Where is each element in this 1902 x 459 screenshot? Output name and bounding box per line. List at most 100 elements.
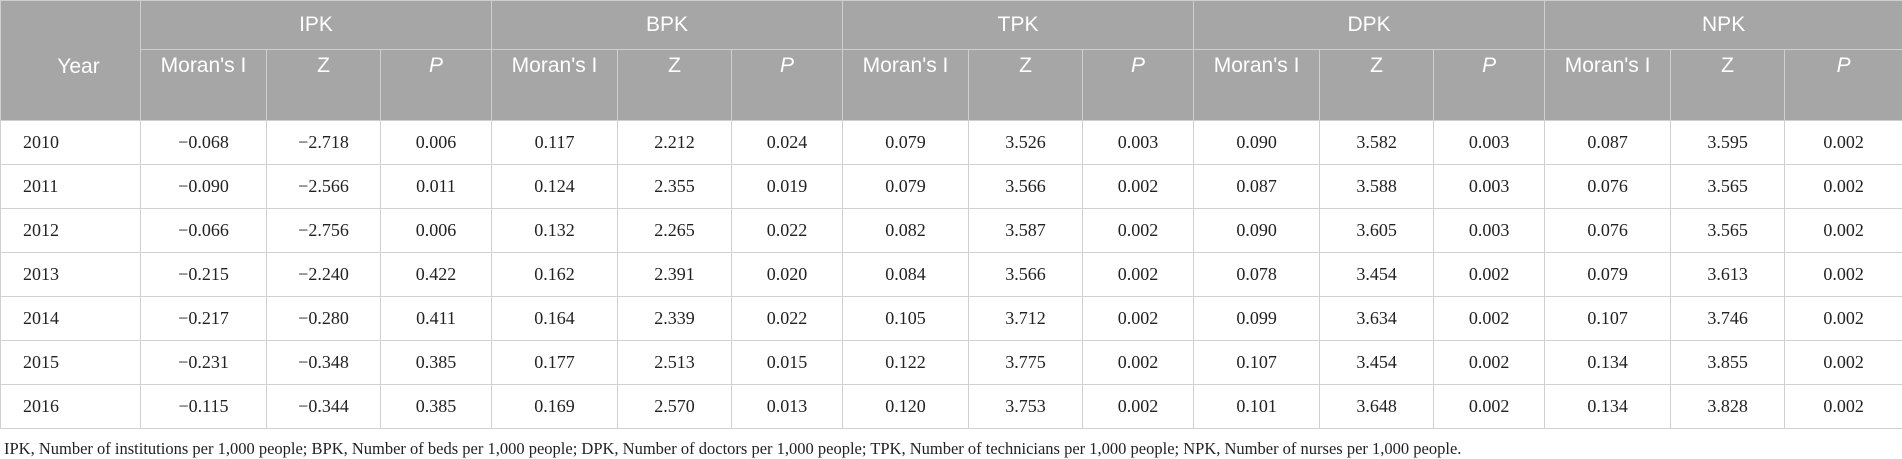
value-cell: 0.002 [1785, 209, 1902, 253]
subheader-morans-i: Moran's I [843, 50, 969, 121]
value-cell: −0.115 [141, 385, 267, 429]
subheader-morans-i: Moran's I [492, 50, 618, 121]
value-cell: 0.019 [732, 165, 843, 209]
year-cell: 2010 [1, 121, 141, 165]
value-cell: 3.454 [1320, 341, 1434, 385]
value-cell: 0.003 [1434, 165, 1545, 209]
group-header-dpk: DPK [1194, 1, 1545, 50]
value-cell: 0.084 [843, 253, 969, 297]
value-cell: 0.022 [732, 297, 843, 341]
value-cell: −0.215 [141, 253, 267, 297]
value-cell: 3.634 [1320, 297, 1434, 341]
value-cell: 0.122 [843, 341, 969, 385]
value-cell: 0.076 [1545, 165, 1671, 209]
subheader-z: Z [1320, 50, 1434, 121]
value-cell: 0.002 [1785, 121, 1902, 165]
year-cell: 2011 [1, 165, 141, 209]
value-cell: 3.746 [1671, 297, 1785, 341]
value-cell: 3.605 [1320, 209, 1434, 253]
value-cell: 0.411 [381, 297, 492, 341]
subheader-z: Z [618, 50, 732, 121]
value-cell: 3.588 [1320, 165, 1434, 209]
value-cell: −0.090 [141, 165, 267, 209]
value-cell: 0.002 [1785, 385, 1902, 429]
value-cell: 2.339 [618, 297, 732, 341]
value-cell: 0.022 [732, 209, 843, 253]
value-cell: −0.344 [267, 385, 381, 429]
value-cell: 0.079 [843, 165, 969, 209]
value-cell: 0.177 [492, 341, 618, 385]
year-cell: 2015 [1, 341, 141, 385]
value-cell: 0.006 [381, 209, 492, 253]
value-cell: −0.348 [267, 341, 381, 385]
subheader-z: Z [267, 50, 381, 121]
value-cell: 0.162 [492, 253, 618, 297]
value-cell: 3.582 [1320, 121, 1434, 165]
value-cell: −2.240 [267, 253, 381, 297]
subheader-morans-i: Moran's I [1194, 50, 1320, 121]
year-cell: 2014 [1, 297, 141, 341]
value-cell: 0.002 [1434, 253, 1545, 297]
value-cell: 0.076 [1545, 209, 1671, 253]
value-cell: 0.134 [1545, 341, 1671, 385]
value-cell: 0.024 [732, 121, 843, 165]
group-header-tpk: TPK [843, 1, 1194, 50]
value-cell: 0.002 [1083, 253, 1194, 297]
value-cell: −0.068 [141, 121, 267, 165]
value-cell: 0.385 [381, 341, 492, 385]
value-cell: 0.090 [1194, 121, 1320, 165]
value-cell: 3.565 [1671, 165, 1785, 209]
value-cell: 0.099 [1194, 297, 1320, 341]
value-cell: 0.002 [1083, 341, 1194, 385]
value-cell: −2.566 [267, 165, 381, 209]
value-cell: 0.105 [843, 297, 969, 341]
value-cell: 0.082 [843, 209, 969, 253]
subheader-p: P [732, 50, 843, 121]
value-cell: 0.003 [1083, 121, 1194, 165]
value-cell: −0.217 [141, 297, 267, 341]
value-cell: 0.006 [381, 121, 492, 165]
value-cell: 0.002 [1434, 385, 1545, 429]
table-footnote: IPK, Number of institutions per 1,000 pe… [0, 439, 1902, 459]
value-cell: 0.107 [1194, 341, 1320, 385]
group-header-bpk: BPK [492, 1, 843, 50]
value-cell: 2.570 [618, 385, 732, 429]
value-cell: 0.107 [1545, 297, 1671, 341]
value-cell: 3.855 [1671, 341, 1785, 385]
value-cell: 0.078 [1194, 253, 1320, 297]
subheader-morans-i: Moran's I [141, 50, 267, 121]
value-cell: 0.164 [492, 297, 618, 341]
value-cell: 3.566 [969, 253, 1083, 297]
value-cell: 3.565 [1671, 209, 1785, 253]
subheader-p: P [381, 50, 492, 121]
value-cell: 0.117 [492, 121, 618, 165]
value-cell: −0.066 [141, 209, 267, 253]
value-cell: 0.120 [843, 385, 969, 429]
value-cell: 0.002 [1083, 165, 1194, 209]
subheader-p: P [1434, 50, 1545, 121]
value-cell: 0.132 [492, 209, 618, 253]
value-cell: 2.212 [618, 121, 732, 165]
year-cell: 2012 [1, 209, 141, 253]
value-cell: 0.422 [381, 253, 492, 297]
value-cell: −0.231 [141, 341, 267, 385]
value-cell: 0.134 [1545, 385, 1671, 429]
morans-i-table: Year IPK BPK TPK DPK NPK Moran's I Z P M… [0, 0, 1902, 429]
group-header-ipk: IPK [141, 1, 492, 50]
year-cell: 2016 [1, 385, 141, 429]
value-cell: 3.613 [1671, 253, 1785, 297]
value-cell: 0.011 [381, 165, 492, 209]
value-cell: 0.002 [1434, 297, 1545, 341]
value-cell: 3.753 [969, 385, 1083, 429]
subheader-z: Z [969, 50, 1083, 121]
value-cell: 0.002 [1083, 209, 1194, 253]
value-cell: 0.090 [1194, 209, 1320, 253]
value-cell: 0.002 [1083, 385, 1194, 429]
value-cell: 0.079 [1545, 253, 1671, 297]
